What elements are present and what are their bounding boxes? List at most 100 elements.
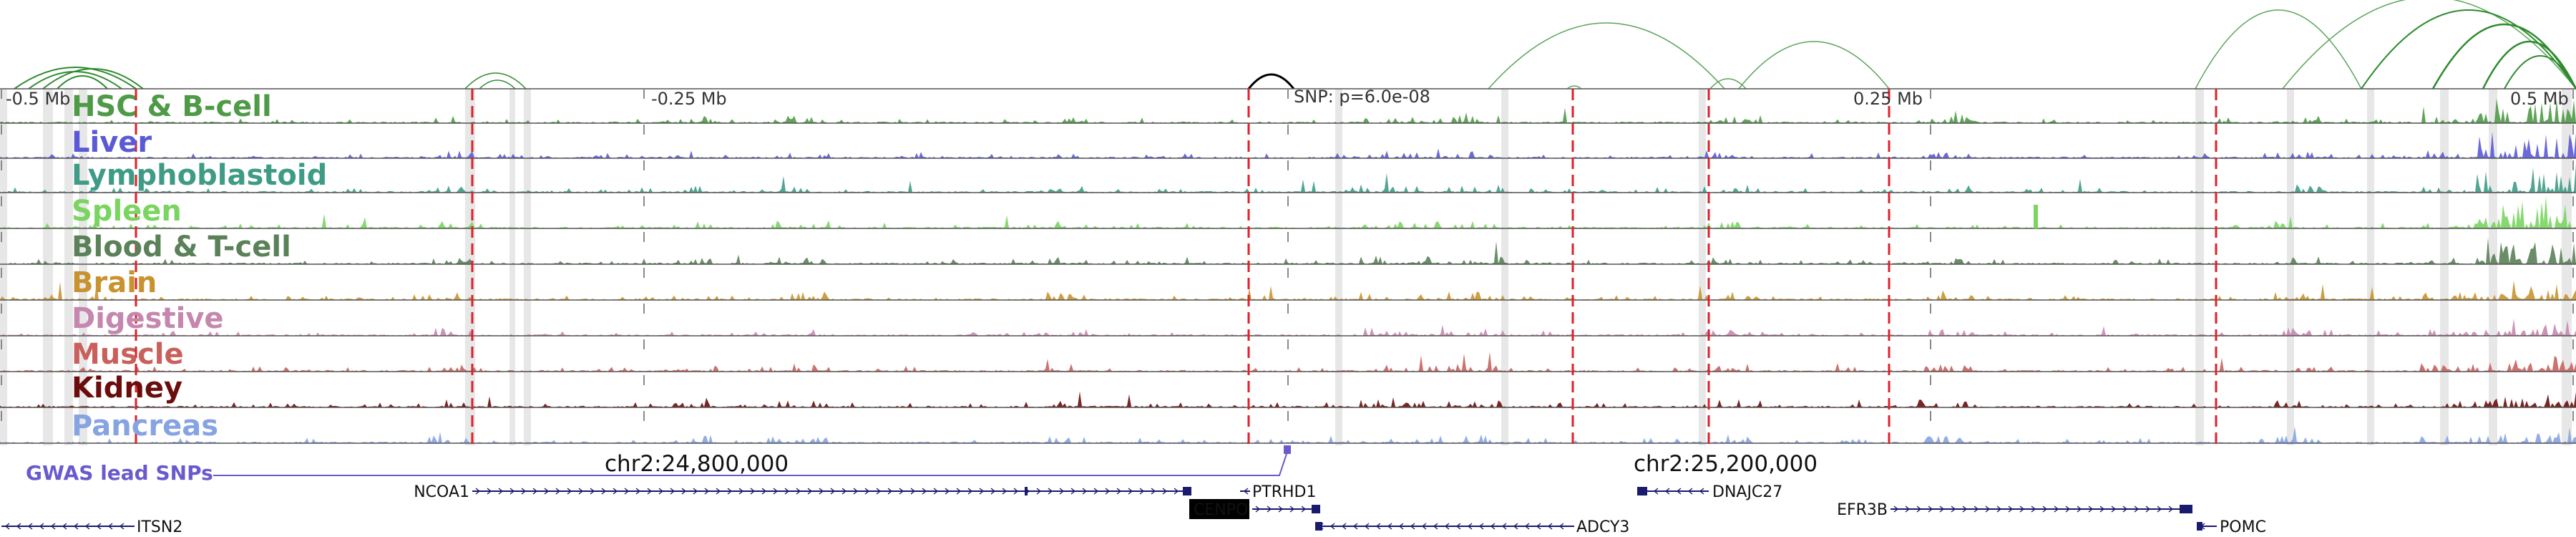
- chromosome-coordinates: chr2:24,800,000 chr2:25,200,000: [605, 451, 1818, 477]
- signal-track: [0, 391, 2576, 407]
- gene-strand-arrow: [1653, 488, 1659, 495]
- gene-strand-arrow: [2157, 505, 2162, 513]
- gene-strand-arrow: [2042, 505, 2048, 513]
- highlight-column: [1501, 89, 1508, 445]
- gene-strand-arrow: [1162, 488, 1168, 495]
- gene-strand-arrow: [1547, 523, 1553, 530]
- gene-strand-arrow: [1267, 505, 1272, 513]
- gene-label: NCOA1: [414, 483, 469, 501]
- gene-strand-arrow: [613, 488, 618, 495]
- ruler-tick-label: -0.5 Mb: [6, 89, 70, 109]
- chromatin-loop-arc: [464, 72, 527, 90]
- gene-strand-arrow: [1255, 505, 1261, 513]
- gene-strand-arrow: [761, 488, 767, 495]
- signal-tracks: [0, 88, 2576, 444]
- highlight-column: [2562, 89, 2572, 445]
- chromatin-loop-arc: [1709, 78, 1747, 90]
- gene-strand-arrow: [1059, 488, 1065, 495]
- track-label: Lymphoblastoid: [72, 159, 327, 192]
- gene-strand-arrow: [1105, 488, 1111, 495]
- track-label: Liver: [72, 126, 152, 159]
- gene-strand-arrow: [498, 488, 504, 495]
- highlight-columns: [0, 89, 2572, 445]
- gene-strand-arrow: [1478, 523, 1484, 530]
- gene-strand-arrow: [624, 488, 630, 495]
- gene-strand-arrow: [590, 488, 595, 495]
- gene-strand-arrow: [967, 488, 973, 495]
- ruler-tick-label: 0.25 Mb: [1853, 89, 1923, 109]
- highlight-column: [2287, 89, 2294, 445]
- gene-strand-arrow: [1444, 523, 1450, 530]
- gene-strand-arrow: [1467, 523, 1473, 530]
- chromatin-loop-arc: [57, 75, 108, 90]
- gene-label: POMC: [2220, 518, 2266, 536]
- gene-strand-arrow: [1330, 523, 1335, 530]
- gene-strand-arrow: [1421, 523, 1427, 530]
- gene-strand-arrow: [1501, 523, 1507, 530]
- gene-strand-arrow: [807, 488, 813, 495]
- track-label: Digestive: [72, 302, 224, 335]
- gene-strand-arrow: [555, 488, 561, 495]
- gene-strand-arrow: [1174, 488, 1179, 495]
- ruler-tick-label: 0.5 Mb: [2510, 89, 2569, 109]
- track-label: Brain: [72, 266, 157, 299]
- gene-strand-arrow: [1410, 523, 1415, 530]
- gene-strand-arrow: [1893, 505, 1899, 513]
- gene-strand-arrow: [1905, 505, 1911, 513]
- track-labels: HSC & B-cell Liver Lymphoblastoid Spleen…: [72, 90, 327, 442]
- gene-strand-arrow: [830, 488, 836, 495]
- gene-strand-arrow: [796, 488, 801, 495]
- gene-strand-arrow: [945, 488, 950, 495]
- gene-strand-arrow: [876, 488, 882, 495]
- gene-strand-arrow: [578, 488, 584, 495]
- gene-strand-arrow: [1013, 488, 1019, 495]
- signal-track: [0, 426, 2576, 443]
- gene-strand-arrow: [1433, 523, 1438, 530]
- gene-strand-arrow: [2145, 505, 2151, 513]
- chromatin-loop-arc: [1738, 41, 1890, 90]
- gene-strand-arrow: [2099, 505, 2105, 513]
- track-label: Kidney: [72, 372, 182, 405]
- gene-label: ITSN2: [137, 518, 182, 536]
- gene-exon: [1312, 505, 1320, 513]
- chromatin-loop-arc: [2361, 9, 2576, 90]
- signal-track: [0, 238, 2576, 264]
- gene-strand-arrow: [716, 488, 721, 495]
- gene-strand-arrow: [601, 488, 607, 495]
- gene-strand-arrow: [567, 488, 572, 495]
- chromatin-loop-arc: [2504, 55, 2576, 90]
- chromatin-loop-arc: [14, 67, 137, 90]
- coordinate-label: chr2:25,200,000: [1634, 451, 1818, 477]
- gene-strand-arrow: [2134, 505, 2140, 513]
- gene-strand-arrow: [1939, 505, 1945, 513]
- gene-strand-arrow: [1128, 488, 1133, 495]
- gene-strand-arrow: [899, 488, 904, 495]
- gene-label: CENPO: [1194, 501, 1248, 519]
- gene-exon: [1637, 487, 1647, 495]
- gene-strand-arrow: [784, 488, 790, 495]
- gwas-snp-lines: [135, 89, 2218, 444]
- gene-strand-arrow: [819, 488, 824, 495]
- gene-strand-arrow: [2065, 505, 2071, 513]
- gene-strand-arrow: [1070, 488, 1076, 495]
- gene-strand-arrow: [1455, 523, 1461, 530]
- gene-strand-arrow: [647, 488, 653, 495]
- gene-strand-arrow: [1002, 488, 1008, 495]
- gene-strand-arrow: [544, 488, 550, 495]
- gene-strand-arrow: [1558, 523, 1564, 530]
- gene-strand-arrow: [487, 488, 492, 495]
- gene-strand-arrow: [1928, 505, 1933, 513]
- snp-label: SNP: p=6.0e-08: [1294, 87, 1430, 107]
- highlight-column: [1699, 89, 1706, 445]
- signal-track: [0, 280, 2576, 300]
- highlight-column: [79, 89, 87, 445]
- highlight-column: [2195, 89, 2204, 445]
- gene-strand-arrow: [1524, 523, 1530, 530]
- gene-strand-arrow: [750, 488, 756, 495]
- gene-label: ADCY3: [1576, 518, 1629, 536]
- gene-strand-arrow: [1536, 523, 1541, 530]
- gene-strand-arrow: [2111, 505, 2117, 513]
- gene-exon: [1315, 522, 1322, 531]
- chromatin-loop-arc: [1488, 22, 1725, 90]
- gene-strand-arrow: [1289, 505, 1295, 513]
